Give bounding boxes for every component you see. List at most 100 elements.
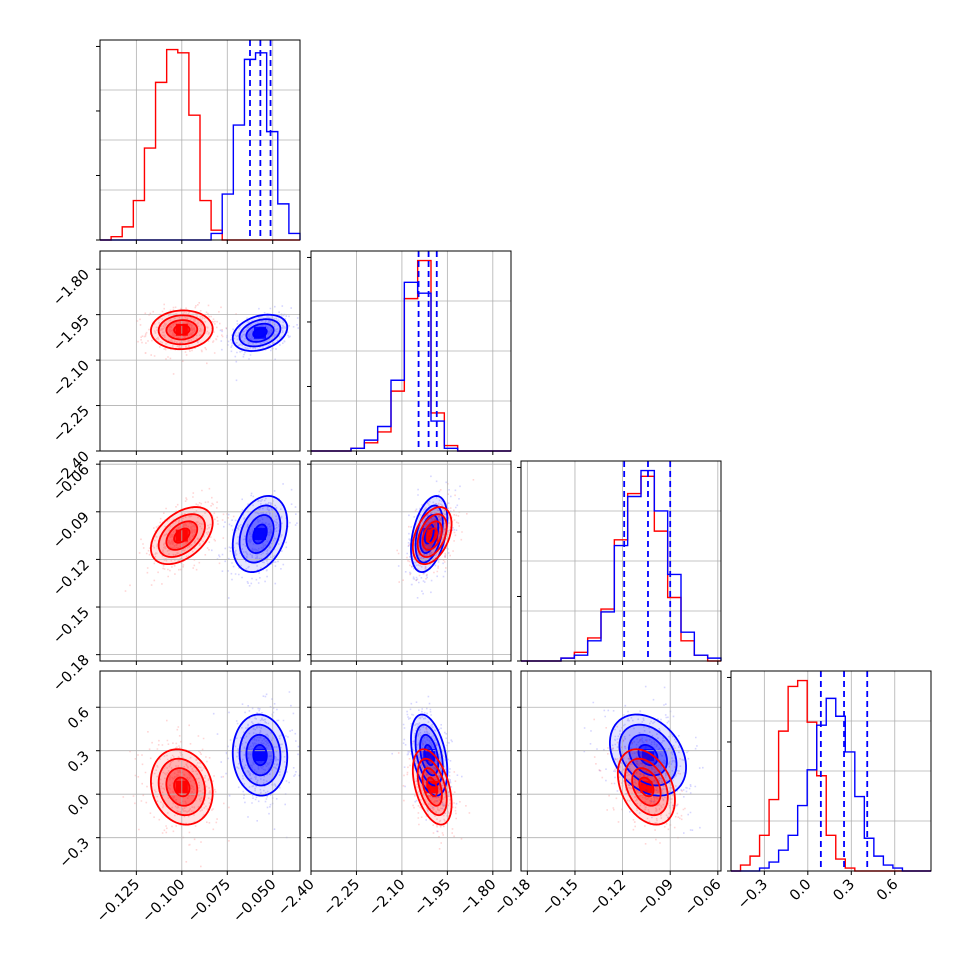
contour-blue-1 (628, 733, 668, 777)
contour-group-3-1 (410, 713, 453, 826)
tick-label-layer: −0.125−0.100−0.075−0.050−2.40 −2.25 −2.10−… (50, 267, 902, 926)
contour-blue-2 (414, 504, 444, 564)
panel-frame-2-0 (99, 460, 301, 662)
contour-red-1 (165, 520, 199, 551)
scatter-points-blue (196, 305, 299, 382)
marks-layer (100, 40, 931, 872)
contour-red-1 (631, 767, 662, 807)
x-tick-label: −0.15 (539, 877, 582, 920)
contour-red-3 (150, 506, 214, 566)
contour-blue-0 (252, 327, 268, 339)
contour-red-0 (426, 527, 438, 544)
x-tick-label: −2.10 (366, 877, 409, 920)
density-core-blue (641, 749, 654, 762)
contour-red-3 (150, 748, 214, 826)
contour-group-3-0 (150, 713, 289, 826)
density-core-blue (254, 528, 266, 541)
contour-red-2 (157, 757, 206, 817)
contour-blue-0 (637, 744, 659, 767)
contour-red-0 (426, 776, 438, 798)
scatter-points-red (124, 487, 235, 592)
contour-red-3 (616, 748, 676, 826)
contour-blue-0 (252, 523, 268, 545)
scatter-group-2-1 (396, 475, 475, 599)
y-tick-label: −0.18 (50, 652, 93, 695)
contour-group-3-2 (609, 713, 687, 826)
contour-red-1 (421, 520, 443, 551)
x-tick-label: 0.6 (874, 877, 902, 905)
histogram-blue-1 (311, 281, 511, 452)
y-tick-label: −1.80 (50, 267, 93, 310)
contour-red-2 (416, 513, 448, 558)
histogram-red-2 (521, 475, 721, 662)
panel-frame-diag-2 (520, 460, 722, 662)
panel-frame-2-1 (310, 460, 512, 662)
contour-blue-1 (245, 514, 275, 554)
panel-frame-3-0 (99, 670, 301, 872)
x-tick-label: −0.3 (735, 877, 771, 913)
contour-red-2 (624, 757, 669, 817)
contour-red-0 (173, 776, 191, 798)
scatter-points-red (396, 479, 475, 583)
contour-red-0 (173, 324, 191, 336)
x-tick-label: 0.0 (787, 877, 815, 905)
x-tick-label: −1.95 (411, 877, 454, 920)
scatter-group-3-0 (122, 691, 300, 868)
contour-blue-2 (238, 318, 282, 348)
y-tick-label: −2.25 (50, 403, 93, 446)
contour-red-2 (157, 314, 206, 346)
histogram-red-1 (311, 259, 511, 452)
x-tick-label: −2.40 (275, 877, 318, 920)
contour-blue-0 (423, 744, 435, 767)
y-tick-label: −0.3 (57, 835, 93, 871)
contour-blue-2 (238, 723, 282, 787)
x-tick-label: −0.075 (185, 877, 234, 926)
contour-blue-3 (231, 313, 289, 352)
contour-group-1-0 (150, 309, 289, 352)
panel-frame-3-1 (310, 670, 512, 872)
y-tick-label: −0.12 (50, 557, 93, 600)
contour-red-3 (411, 506, 453, 566)
fill-layer (150, 310, 687, 825)
panel-frame-diag-3 (730, 670, 932, 872)
scatter-group-3-1 (391, 695, 471, 850)
contour-red-2 (416, 757, 448, 817)
x-tick-label: −0.100 (139, 877, 188, 926)
panel-frame-diag-1 (310, 250, 512, 452)
x-tick-label: 0.3 (830, 877, 858, 905)
x-tick-label: −2.25 (321, 877, 364, 920)
contour-blue-1 (419, 733, 440, 777)
panel-frame-diag-0 (99, 39, 301, 241)
y-tick-label: 0.6 (65, 705, 93, 733)
y-tick-label: 0.0 (65, 792, 93, 820)
contour-blue-3 (231, 713, 289, 797)
x-tick-label: −0.06 (682, 877, 725, 920)
density-group-3-2 (609, 714, 687, 825)
contour-red-1 (165, 767, 199, 807)
contour-blue-3 (231, 495, 289, 573)
y-tick-label: −1.95 (50, 312, 93, 355)
histogram-blue-2 (521, 469, 722, 662)
y-tick-label: −0.09 (50, 509, 93, 552)
frame-layer (96, 39, 932, 875)
panel-frame-1-0 (99, 250, 301, 452)
contour-blue-1 (245, 322, 275, 343)
scatter-points-blue (212, 691, 300, 839)
contour-blue-0 (252, 744, 268, 767)
panel-frame-3-2 (520, 670, 722, 872)
contour-red-0 (173, 527, 191, 544)
contour-blue-2 (618, 723, 678, 787)
contour-red-1 (421, 767, 443, 807)
scatter-points-blue (391, 695, 463, 833)
scatter-points-blue (397, 475, 461, 599)
contour-blue-0 (423, 523, 435, 545)
contour-red-2 (157, 513, 206, 558)
x-tick-label: −0.050 (230, 877, 279, 926)
contour-group-2-0 (150, 495, 289, 573)
x-tick-label: −0.12 (587, 877, 630, 920)
histogram-blue-3 (731, 697, 931, 872)
density-core-blue (254, 749, 266, 762)
contour-blue-1 (245, 733, 275, 777)
contour-group-2-1 (410, 495, 453, 574)
